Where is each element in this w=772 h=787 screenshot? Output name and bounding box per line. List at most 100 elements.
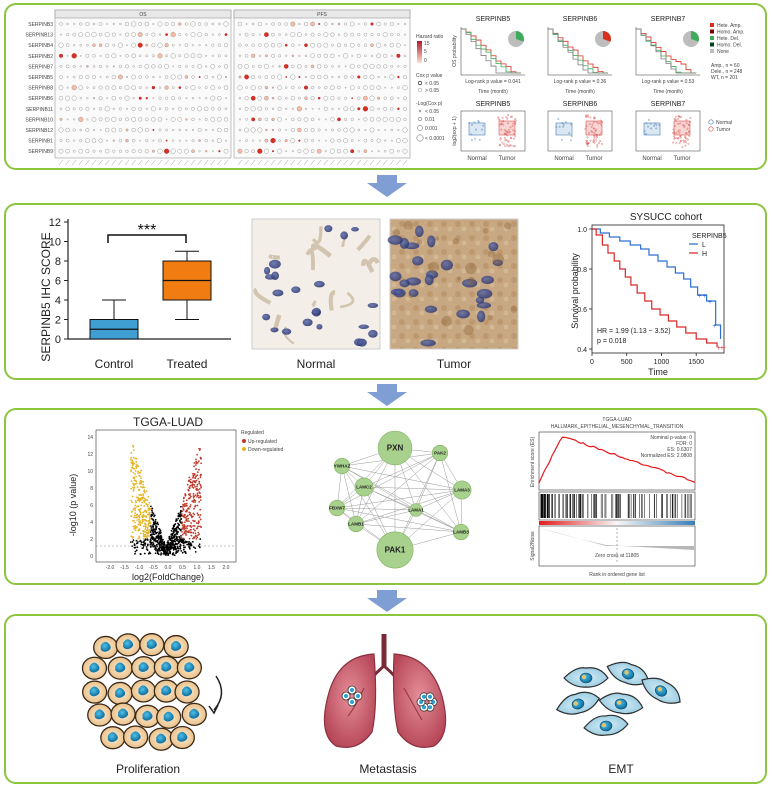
hr-dot xyxy=(191,97,195,100)
hr-dot xyxy=(204,139,208,143)
gene-labels: SERPINB3 SERPINB13 SERPINB4 SERPINB2 SERPINB… xyxy=(25,22,53,155)
hr-dot xyxy=(251,53,256,58)
hr-dot xyxy=(191,139,195,142)
box-cat: Normal xyxy=(554,156,573,162)
hr-dot xyxy=(377,33,381,37)
hr-dot xyxy=(78,75,83,79)
emt-cell xyxy=(563,667,609,688)
cancer-type-tick xyxy=(363,159,368,166)
box-small-title: SERPINB7 xyxy=(651,101,686,108)
hr-dot xyxy=(204,117,208,121)
hr-dot xyxy=(397,86,400,89)
hr-dot xyxy=(396,42,401,48)
km-small-xlabel: Time (month) xyxy=(478,89,508,95)
cancer-type-tick xyxy=(323,159,328,166)
cell-nucleus xyxy=(138,662,149,672)
hr-dot xyxy=(237,64,243,69)
cancer-type-tick xyxy=(297,159,302,166)
hr-dot xyxy=(217,54,221,58)
hr-dot xyxy=(298,86,301,89)
hr-dot xyxy=(310,117,315,122)
hr-dot xyxy=(317,43,322,48)
cell-nucleus xyxy=(182,686,193,697)
hr-dot xyxy=(317,74,322,80)
network-node xyxy=(328,499,346,517)
hr-dot xyxy=(323,53,328,58)
cell-nucleus xyxy=(156,733,167,744)
hr-dot xyxy=(184,43,189,47)
hr-dot xyxy=(178,22,182,26)
hr-dot xyxy=(290,32,296,38)
hr-dot xyxy=(78,116,84,122)
hr-dot xyxy=(258,54,261,57)
hr-dot xyxy=(211,54,214,57)
hr-dot xyxy=(157,148,163,154)
network-node xyxy=(354,477,374,497)
hr-dot xyxy=(170,117,176,122)
hr-dot xyxy=(343,32,348,37)
hr-dot xyxy=(66,33,70,37)
hr-dot xyxy=(239,139,241,142)
hr-dot xyxy=(284,33,288,36)
gene-label: SERPINB12 xyxy=(25,128,53,134)
hr-dot xyxy=(59,117,63,121)
hr-dot xyxy=(98,117,103,122)
hr-dot xyxy=(371,150,373,153)
hr-dot xyxy=(137,127,143,133)
hr-dot xyxy=(337,117,341,122)
hr-dot xyxy=(311,139,315,143)
hr-dot xyxy=(165,33,168,36)
gene-label: SERPINB7 xyxy=(28,64,53,70)
hr-dot xyxy=(151,32,156,37)
hr-dot xyxy=(297,32,302,37)
hr-dot xyxy=(250,127,256,133)
hr-dot xyxy=(238,97,242,100)
km-legend-item: Amp., n = 60 xyxy=(711,63,740,69)
panel-pan-cancer: OS PFS SERPINB3 SERPINB13 SERPINB4 SERPINB2… xyxy=(4,3,767,170)
hr-dot xyxy=(403,64,407,68)
hr-tick: 5 xyxy=(424,49,427,55)
volcano-xtick: -1.5 xyxy=(120,565,129,571)
hr-dot xyxy=(396,117,401,122)
volcano-legend-title: Regulated xyxy=(241,430,264,436)
ppi-network: PXN PAK1 LAMC2 LAMA3 LAMB3 LAMB1 YWHAZ PAK2 FBXW… xyxy=(328,430,472,569)
hr-dot xyxy=(191,149,195,153)
gsea-hit-bars xyxy=(540,494,692,518)
hr-dot xyxy=(157,117,163,122)
hr-dot xyxy=(145,43,149,47)
hr-dot xyxy=(99,129,102,131)
box-tumor xyxy=(498,120,516,136)
hr-dot xyxy=(258,64,262,69)
hr-dot xyxy=(291,107,294,110)
hr-dot xyxy=(357,96,361,100)
cell-nucleus xyxy=(184,662,195,673)
hr-dot xyxy=(192,129,194,131)
hr-dot xyxy=(178,96,182,100)
hr-dot xyxy=(291,150,294,153)
cancer-type-tick xyxy=(111,159,116,166)
hr-dot xyxy=(65,64,70,69)
km-cohort-ytick: 0.4 xyxy=(577,347,587,354)
cancer-type-tick xyxy=(58,159,64,166)
hr-dot xyxy=(85,75,90,79)
network-node xyxy=(377,430,413,466)
volcano-ytick: 2 xyxy=(90,537,93,543)
hr-dot xyxy=(278,65,281,68)
hr-dot xyxy=(362,106,368,112)
hr-dot xyxy=(150,106,156,112)
cancer-type-tick xyxy=(223,159,229,166)
hr-dot xyxy=(337,138,341,143)
cell-nucleus xyxy=(177,731,188,742)
hr-dot xyxy=(257,148,263,154)
hr-dot xyxy=(125,54,129,58)
hr-dot xyxy=(145,54,149,58)
hr-dot xyxy=(204,86,208,89)
hr-dot xyxy=(323,106,328,111)
hr-dot xyxy=(98,107,103,111)
hr-dot xyxy=(264,138,269,143)
network-node-label: FBXW7 xyxy=(329,506,345,511)
hr-dot xyxy=(397,23,400,25)
network-node-label: LAMB1 xyxy=(348,522,364,527)
hr-dot xyxy=(190,21,196,27)
hr-dot xyxy=(271,22,275,26)
